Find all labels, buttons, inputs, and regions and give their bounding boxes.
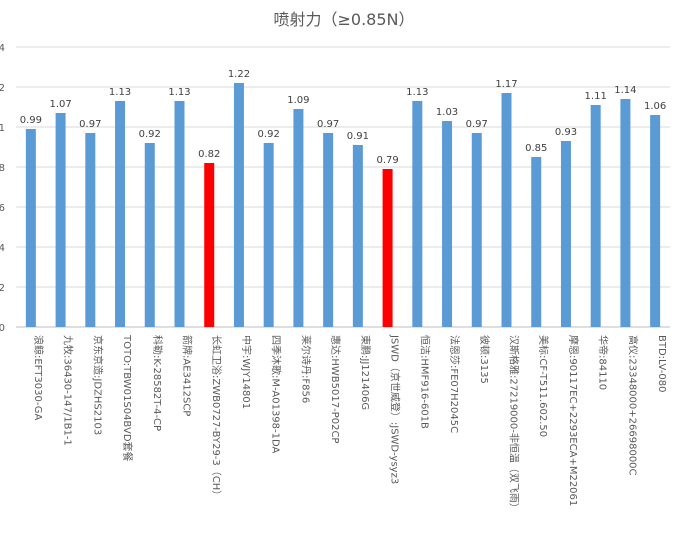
bar	[531, 157, 542, 327]
category-label: 高仪:23348000+26698000C	[626, 335, 639, 476]
category-label: 汉斯格雅:27219000-非恒温（双飞雨）	[508, 335, 521, 513]
bar	[382, 169, 393, 327]
data-label: 0.97	[317, 119, 339, 130]
data-label: 1.07	[49, 99, 71, 110]
data-label: 1.06	[644, 101, 666, 112]
data-label: 1.14	[614, 85, 636, 96]
data-label: 0.97	[466, 119, 488, 130]
bar	[144, 143, 155, 327]
data-label: 0.79	[376, 155, 398, 166]
y-tick-label: 0	[0, 323, 5, 334]
bar	[471, 133, 482, 327]
bars	[25, 83, 661, 327]
bar	[650, 115, 661, 327]
bar	[293, 109, 304, 327]
bar	[501, 93, 512, 327]
data-label: 0.92	[139, 129, 161, 140]
bar	[442, 121, 453, 327]
category-label: BTD:LV-080	[656, 335, 667, 392]
bar	[233, 83, 244, 327]
y-tick-label: 1	[0, 123, 5, 134]
category-label: 箭牌:AE3412SCP	[181, 335, 194, 416]
bar	[263, 143, 274, 327]
y-tick-label: 0.8	[0, 163, 5, 174]
y-axis: 0 0.2 0.4 0.6 0.8 1 1.2 1.4	[0, 43, 5, 334]
category-label: 東鹏:JJ121406G	[359, 335, 372, 410]
bar	[115, 101, 126, 327]
bar	[352, 145, 363, 327]
data-label: 1.13	[168, 87, 190, 98]
category-label: 恒洁:HMF916-601B	[418, 335, 431, 429]
bar	[25, 129, 36, 327]
y-tick-label: 1.2	[0, 83, 5, 94]
bar	[323, 133, 334, 327]
data-label: 0.92	[258, 129, 280, 140]
category-label: JSWD（京世威登）:JSWD-ysyz3	[389, 334, 402, 484]
category-label: 法恩莎:FE07H2045C	[448, 335, 461, 433]
category-label: 华帝:84110	[597, 335, 610, 390]
bar	[85, 133, 96, 327]
chart-title: 喷射力（≥0.85N）	[273, 10, 414, 29]
bar	[560, 141, 571, 327]
y-tick-label: 1.4	[0, 43, 5, 54]
category-label: 九牧:36430-147/1B1-1	[62, 335, 75, 446]
bar	[620, 99, 631, 327]
data-label: 0.93	[555, 127, 577, 138]
data-label: 1.09	[287, 95, 309, 106]
category-label: 京东京造:JDZHS2103	[91, 335, 104, 435]
bar	[204, 163, 215, 327]
data-labels: 0.99 1.07 0.97 1.13 0.92 1.13 0.82 1.22 0.92 1.09…	[20, 69, 667, 166]
category-label: TOTO:TBW01S04BVD套餐	[121, 334, 134, 462]
x-axis: 浪鲸:EFT3030-GA 九牧:36430-147/1B1-1 京东京造:JDZH…	[32, 334, 667, 513]
data-label: 1.03	[436, 107, 458, 118]
category-label: 美标:CF-T511.602.50	[537, 335, 550, 437]
data-label: 0.91	[347, 131, 369, 142]
data-label: 1.17	[495, 79, 517, 90]
category-label: 中宇:WJY14801	[240, 335, 253, 409]
data-label: 1.11	[585, 91, 607, 102]
data-label: 1.22	[228, 69, 250, 80]
category-label: 惠达:HWB5017-P02CP	[329, 335, 342, 443]
y-tick-label: 0.4	[0, 243, 5, 254]
y-tick-label: 0.6	[0, 203, 5, 214]
data-label: 1.13	[406, 87, 428, 98]
bar	[55, 113, 66, 327]
data-label: 0.97	[79, 119, 101, 130]
bar	[174, 101, 185, 327]
data-label: 0.82	[198, 149, 220, 160]
bar	[590, 105, 601, 327]
category-label: 科勒:K-28582T-4-CP	[151, 335, 164, 431]
data-label: 0.99	[20, 115, 42, 126]
data-label: 0.85	[525, 143, 547, 154]
category-label: 莱尔诗丹:F856	[299, 335, 312, 403]
bar	[412, 101, 423, 327]
category-label: 摩恩:90117EC+2293ECA+M22061	[567, 335, 580, 506]
category-label: 长虹卫浴:ZWB0727-BY29-3（CH）	[210, 335, 222, 500]
y-tick-label: 0.2	[0, 283, 5, 294]
category-label: 浪鲸:EFT3030-GA	[32, 335, 45, 421]
category-label: 彼顿:3135	[478, 335, 491, 384]
data-label: 1.13	[109, 87, 131, 98]
category-label: 四季沐歌:M-A01398-1DA	[270, 335, 283, 454]
